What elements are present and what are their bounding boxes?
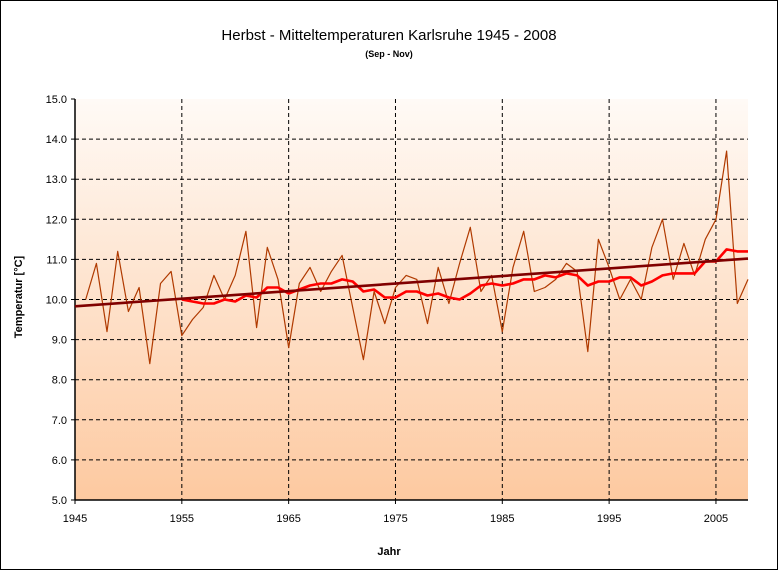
x-tick-label: 1995 <box>597 513 621 525</box>
y-tick-label: 12.0 <box>46 214 67 226</box>
y-tick-label: 11.0 <box>46 254 67 266</box>
y-tick-label: 5.0 <box>52 495 67 507</box>
y-tick-label: 9.0 <box>52 335 67 347</box>
y-tick-label: 15.0 <box>46 94 67 106</box>
y-tick-label: 13.0 <box>46 174 67 186</box>
trend-line <box>74 257 749 308</box>
x-tick-label: 1985 <box>490 513 514 525</box>
y-tick-label: 6.0 <box>52 455 67 467</box>
x-tick-label: 1975 <box>383 513 407 525</box>
chart-title: Herbst - Mitteltemperaturen Karlsruhe 19… <box>221 27 557 44</box>
annual-temperature-line <box>85 150 749 365</box>
y-tick-label: 10.0 <box>46 295 67 307</box>
x-tick-label: 1965 <box>276 513 300 525</box>
chart-subtitle: (Sep - Nov) <box>365 49 413 59</box>
y-tick-label: 14.0 <box>46 134 67 146</box>
x-tick-label: 1955 <box>170 513 194 525</box>
y-tick-label: 7.0 <box>52 415 67 427</box>
x-tick-label: 2005 <box>704 513 728 525</box>
x-axis-label: Jahr <box>377 546 401 558</box>
x-tick-label: 1945 <box>63 513 87 525</box>
moving-average-line <box>181 248 748 305</box>
y-tick-label: 8.0 <box>52 375 67 387</box>
